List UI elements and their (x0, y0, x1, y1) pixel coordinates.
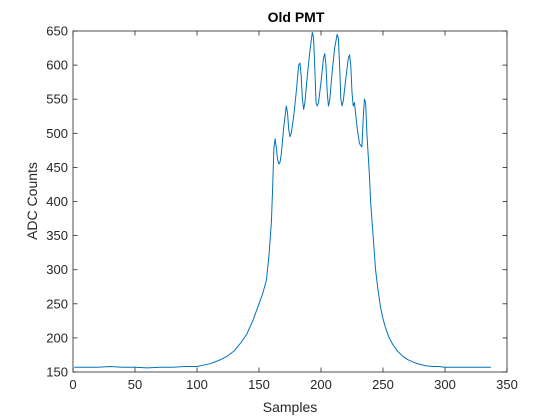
x-tick-label: 350 (496, 377, 518, 392)
x-tick-label: 50 (128, 377, 142, 392)
x-axis-label: Samples (263, 399, 317, 415)
x-tick-label: 150 (248, 377, 270, 392)
y-tick-label: 200 (46, 330, 68, 345)
y-tick-label: 450 (46, 160, 68, 175)
axis-ticks (72, 30, 508, 373)
x-tick-label: 200 (310, 377, 332, 392)
x-tick-label: 0 (69, 377, 76, 392)
x-tick-label: 250 (372, 377, 394, 392)
y-tick-label: 650 (46, 24, 68, 39)
y-tick-label: 150 (46, 365, 68, 380)
y-tick-label: 350 (46, 228, 68, 243)
x-tick-label: 100 (186, 377, 208, 392)
y-tick-label: 600 (46, 58, 68, 73)
y-tick-label: 300 (46, 262, 68, 277)
y-tick-label: 250 (46, 296, 68, 311)
plot-area (72, 30, 508, 373)
x-tick-label: 300 (434, 377, 456, 392)
x-tick-labels: 0 50 100 150 200 250 300 350 (69, 377, 517, 392)
y-tick-label: 400 (46, 194, 68, 209)
chart-title: Old PMT (268, 9, 325, 25)
y-tick-label: 500 (46, 126, 68, 141)
y-tick-label: 550 (46, 92, 68, 107)
y-axis-label: ADC Counts (24, 162, 40, 240)
y-tick-labels: 150 200 250 300 350 400 450 500 550 600 650 (46, 24, 68, 380)
series-line (74, 31, 491, 369)
